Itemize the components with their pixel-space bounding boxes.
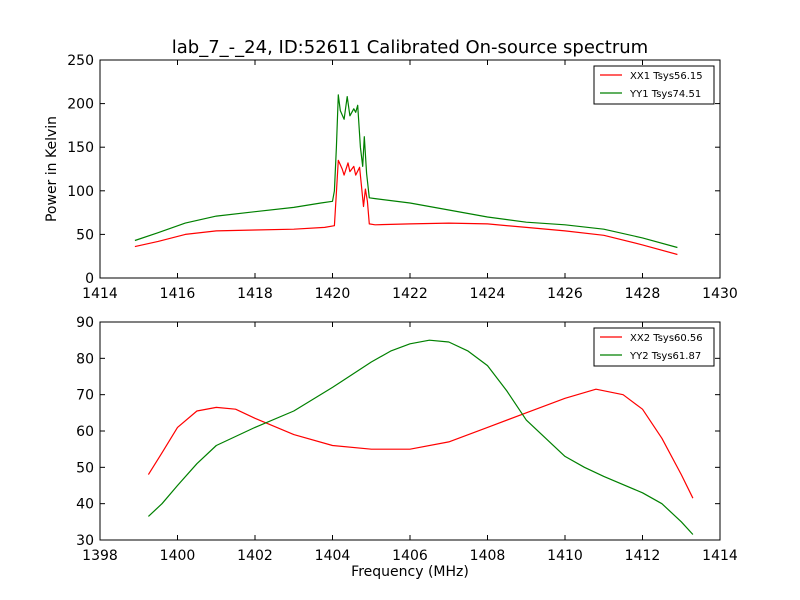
y-tick-label: 60	[76, 424, 94, 440]
y-tick-label: 30	[76, 533, 94, 549]
x-tick-label: 1408	[470, 548, 506, 564]
y-tick-label: 70	[76, 388, 94, 404]
legend-label: XX1 Tsys56.15	[630, 71, 703, 82]
legend-box	[593, 327, 715, 367]
legend: XX2 Tsys60.56 YY2 Tsys61.87	[593, 327, 715, 367]
figure-title: lab_7_-_24, ID:52611 Calibrated On-sourc…	[172, 37, 648, 58]
x-tick-label: 1410	[547, 548, 583, 564]
x-tick-label: 1406	[392, 548, 428, 564]
x-tick-label: 1430	[702, 286, 738, 302]
x-tick-label: 1424	[470, 286, 506, 302]
x-tick-label: 1404	[315, 548, 351, 564]
y-tick-label: 250	[67, 53, 94, 69]
x-tick-label: 1414	[702, 548, 738, 564]
x-tick-label: 1428	[625, 286, 661, 302]
legend: XX1 Tsys56.15 YY1 Tsys74.51	[593, 65, 715, 105]
x-tick-label: 1400	[160, 548, 196, 564]
y-tick-label: 200	[67, 97, 94, 113]
x-tick-label: 1398	[82, 548, 118, 564]
x-tick-label: 1402	[237, 548, 273, 564]
y-tick-label: 0	[85, 271, 94, 287]
x-tick-label: 1418	[237, 286, 273, 302]
y-tick-label: 80	[76, 351, 94, 367]
y-tick-label: 50	[76, 460, 94, 476]
series-line-2-2	[147, 339, 694, 535]
x-tick-label: 1414	[82, 286, 118, 302]
series-line-2-1	[147, 388, 694, 499]
legend-label: XX2 Tsys60.56	[630, 333, 703, 344]
legend-label: YY1 Tsys74.51	[629, 89, 701, 100]
y-tick-label: 150	[67, 140, 94, 156]
bottom-xlabel: Frequency (MHz)	[351, 564, 469, 580]
legend-box	[593, 65, 715, 105]
y-tick-label: 90	[76, 315, 94, 331]
x-tick-label: 1412	[625, 548, 661, 564]
y-tick-label: 100	[67, 184, 94, 200]
x-tick-label: 1416	[160, 286, 196, 302]
x-tick-label: 1420	[315, 286, 351, 302]
series-line-1-1	[134, 159, 678, 256]
x-tick-label: 1426	[547, 286, 583, 302]
bottom-plot: 1398 1400 1402 1404 1406 1408 1410 1412 1414 30 40…	[76, 315, 738, 564]
series-line-1-2	[134, 94, 678, 249]
x-tick-label: 1422	[392, 286, 428, 302]
top-ylabel: Power in Kelvin	[44, 116, 60, 222]
top-plot: 1414 1416 1418 1420 1422 1424 1426 1428 1430 0 50 1…	[67, 53, 738, 302]
y-tick-label: 40	[76, 497, 94, 513]
y-tick-label: 50	[76, 227, 94, 243]
legend-label: YY2 Tsys61.87	[629, 351, 701, 362]
